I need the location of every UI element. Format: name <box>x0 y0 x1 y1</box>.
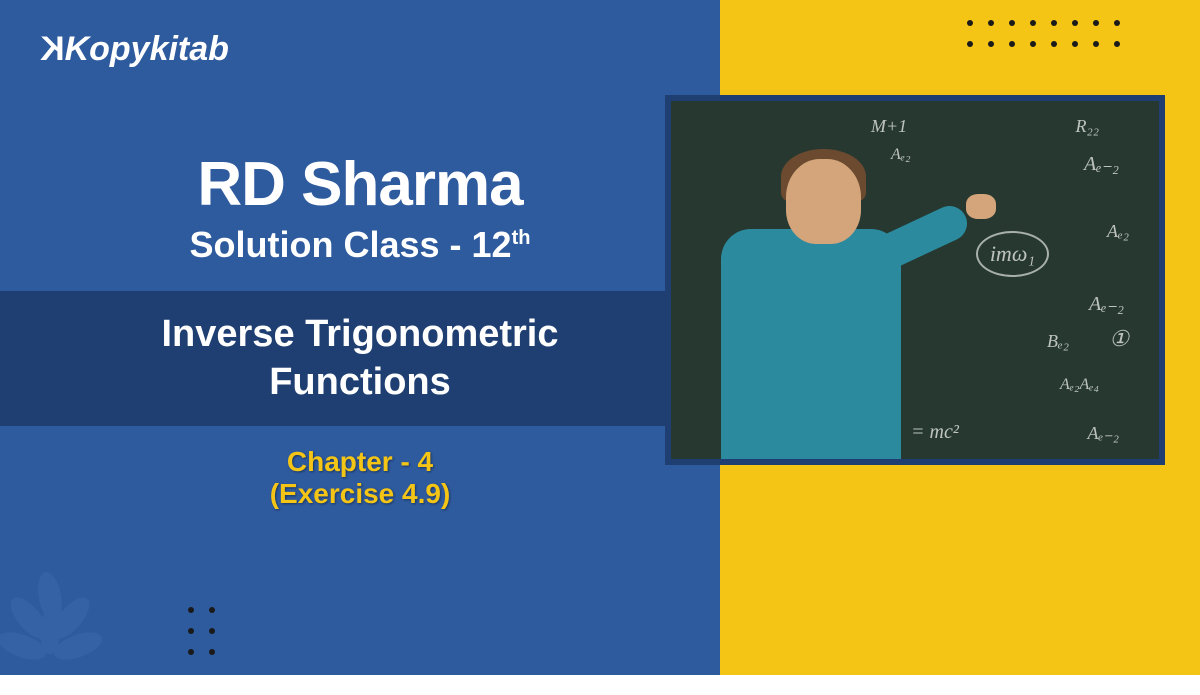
dots-bottom-left <box>188 607 215 655</box>
chalk-formula: Aₑ₋₂ <box>1084 151 1119 176</box>
chalk-formula: R₂₂ <box>1075 116 1099 137</box>
teacher-arm <box>849 200 973 282</box>
chalk-formula: M+1 <box>871 116 907 137</box>
chalk-formula: Aₑ₂Aₑ₄ <box>1060 376 1099 394</box>
chalk-formula: imω₁ <box>976 231 1049 277</box>
chalk-formula: Aₑ₋₂ <box>1089 291 1124 316</box>
chalk-formula: Aₑ₂ <box>1107 221 1129 242</box>
brand-logo: KKopykitab <box>40 30 680 69</box>
topic-line-2: Functions <box>0 359 720 407</box>
chalk-formula: Bₑ₂ <box>1047 331 1069 352</box>
dots-top-right <box>967 20 1120 47</box>
chalk-formula: ① <box>1109 326 1129 352</box>
left-blue-panel: KKopykitab RD Sharma Solution Class - 12… <box>0 0 720 675</box>
logo-k-icon: K <box>40 30 65 69</box>
chalk-formula: Aₑ₋₂ <box>1088 423 1119 444</box>
teacher-head <box>786 159 861 244</box>
teacher-photo-frame: M+1 R₂₂ Aₑ₋₂ Aₑ₂ imω₁ Aₑ₂ Aₑ₋₂ Bₑ₂ ① Aₑ₂… <box>665 95 1165 465</box>
teacher-hand <box>966 194 996 219</box>
topic-line-1: Inverse Trigonometric <box>0 311 720 359</box>
chapter-label: Chapter - 4 <box>40 446 680 478</box>
exercise-label: (Exercise 4.9) <box>40 478 680 510</box>
topic-band: Inverse Trigonometric Functions <box>0 291 720 426</box>
subtitle-ordinal: th <box>512 227 531 249</box>
main-text-block: RD Sharma Solution Class - 12th Inverse … <box>40 154 680 510</box>
blackboard-image: M+1 R₂₂ Aₑ₋₂ Aₑ₂ imω₁ Aₑ₂ Aₑ₋₂ Bₑ₂ ① Aₑ₂… <box>671 101 1159 459</box>
wheat-decoration-icon <box>0 555 120 695</box>
subtitle: Solution Class - 12th <box>40 224 680 266</box>
main-title: RD Sharma <box>40 154 680 216</box>
banner-container: KKopykitab RD Sharma Solution Class - 12… <box>0 0 1200 675</box>
teacher-figure <box>701 139 921 459</box>
subtitle-text: Solution Class - 12 <box>190 224 512 265</box>
logo-text: Kopykitab <box>65 30 229 68</box>
